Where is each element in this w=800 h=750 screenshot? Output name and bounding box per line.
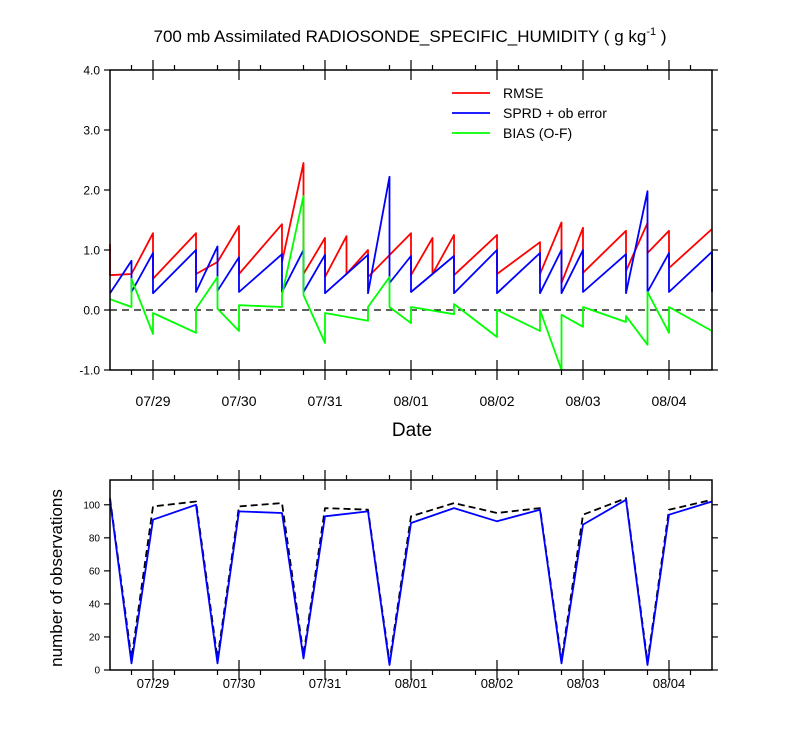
bottom-x-tick-label: 07/29 bbox=[137, 676, 170, 691]
bottom-y-tick-label: 20 bbox=[89, 633, 101, 644]
top-x-tick-label: 08/01 bbox=[393, 393, 428, 409]
bottom-y-tick-label: 40 bbox=[89, 600, 101, 611]
chart-title-main: 700 mb Assimilated RADIOSONDE_SPECIFIC_H… bbox=[154, 27, 647, 46]
top-x-tick-label: 08/02 bbox=[479, 393, 514, 409]
chart-title-suffix: ) bbox=[656, 27, 666, 46]
bottom-x-tick-label: 08/04 bbox=[653, 676, 686, 691]
top-y-tick-label: 4.0 bbox=[83, 63, 100, 77]
bottom-y-tick-label: 100 bbox=[83, 500, 100, 511]
top-chart: -1.0 0.0 1.0 2.0 3.0 4.0 07/29 07/30 07/31 08/01 0… bbox=[79, 60, 718, 409]
top-y-tick-label: 2.0 bbox=[83, 183, 100, 197]
bottom-x-tick-label: 07/31 bbox=[309, 676, 342, 691]
bottom-x-tick-label: 08/02 bbox=[481, 676, 514, 691]
top-x-tick-label: 08/04 bbox=[651, 393, 686, 409]
bottom-y-tick-label: 60 bbox=[89, 566, 101, 577]
legend-label-2: BIAS (O-F) bbox=[503, 125, 572, 141]
top-x-axis-label: Date bbox=[392, 420, 432, 441]
legend-label-0: RMSE bbox=[503, 85, 543, 101]
bottom-x-tick-label: 08/03 bbox=[567, 676, 600, 691]
legend: RMSE SPRD + ob error BIAS (O-F) bbox=[452, 85, 607, 141]
bottom-series-line-assimilated-observations bbox=[109, 498, 713, 666]
top-x-tick-label: 08/03 bbox=[565, 393, 600, 409]
top-x-tick-label: 07/29 bbox=[135, 393, 170, 409]
top-series-line-bias-o-f- bbox=[109, 195, 713, 371]
bottom-x-tick-label: 07/30 bbox=[223, 676, 256, 691]
top-y-tick-label: 0.0 bbox=[83, 303, 100, 317]
bottom-chart: 0 20 40 60 80 100 07/29 07/30 07/31 08/01 08/02 08/… bbox=[83, 470, 718, 691]
top-y-tick-label: 1.0 bbox=[83, 243, 100, 257]
top-y-tick-label: -1.0 bbox=[79, 363, 100, 377]
chart-title-unit-sup: -1 bbox=[646, 26, 656, 38]
legend-label-1: SPRD + ob error bbox=[503, 105, 607, 121]
chart-title: 700 mb Assimilated RADIOSONDE_SPECIFIC_H… bbox=[154, 26, 667, 46]
bottom-y-axis-label: number of observations bbox=[47, 489, 66, 667]
top-series-line-rmse bbox=[109, 162, 713, 284]
top-x-tick-label: 07/30 bbox=[221, 393, 256, 409]
bottom-x-tick-label: 08/01 bbox=[395, 676, 428, 691]
bottom-y-tick-label: 80 bbox=[89, 533, 101, 544]
bottom-y-tick-label: 0 bbox=[94, 666, 100, 677]
top-x-tick-label: 07/31 bbox=[307, 393, 342, 409]
top-y-tick-label: 3.0 bbox=[83, 123, 100, 137]
